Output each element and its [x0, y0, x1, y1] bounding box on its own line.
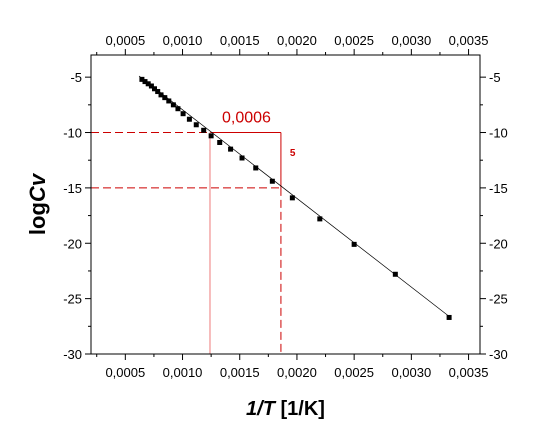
axes-layer: 0,0005 0,0005 0,0010 0,0010 0,0015 0,0015 0,00…: [63, 33, 508, 380]
data-point: [269, 178, 275, 184]
y-tick-label: -20: [63, 236, 82, 251]
data-point: [253, 165, 259, 171]
y-tick-label: -30: [63, 347, 82, 362]
y-right-tick-label: -20: [489, 236, 508, 251]
y-axis-title-prefix: log: [25, 202, 50, 235]
data-point: [155, 89, 161, 95]
x-top-tick-label: 0,0035: [449, 33, 489, 48]
y-right-tick-label: -5: [489, 70, 501, 85]
x-tick-label: 0,0035: [449, 365, 489, 380]
y-axis-title-symbol: Cv: [25, 172, 50, 202]
x-top-tick-label: 0,0030: [391, 33, 431, 48]
data-point: [162, 95, 168, 101]
data-point: [201, 127, 207, 133]
data-point: [228, 146, 234, 152]
x-tick-label: 0,0010: [163, 365, 203, 380]
data-point: [166, 98, 172, 104]
data-point: [148, 83, 154, 89]
data-point: [175, 106, 181, 112]
x-top-tick-label: 0,0020: [277, 33, 317, 48]
plot-frame: [90, 54, 481, 355]
y-axis-title: logCv: [25, 172, 50, 235]
data-point: [180, 111, 186, 117]
x-top-tick-label: 0,0015: [220, 33, 260, 48]
data-point: [139, 76, 145, 82]
x-tick-label: 0,0005: [105, 365, 145, 380]
y-right-tick-label: -15: [489, 181, 508, 196]
x-tick-label: 0,0020: [277, 365, 317, 380]
data-point: [217, 139, 223, 145]
y-right-tick-label: -30: [489, 347, 508, 362]
y-tick-label: -15: [63, 181, 82, 196]
x-tick-label: 0,0025: [334, 365, 374, 380]
x-top-tick-label: 0,0005: [105, 33, 145, 48]
data-point: [446, 314, 452, 320]
data-points-layer: [139, 76, 452, 320]
annotation-dx-label: 0,0006: [222, 110, 271, 127]
data-point: [170, 102, 176, 108]
annotation-layer: [91, 132, 282, 354]
x-top-tick-label: 0,0025: [334, 33, 374, 48]
data-point: [208, 133, 214, 139]
y-right-tick-label: -10: [489, 126, 508, 141]
y-right-tick-label: -25: [489, 292, 508, 307]
x-tick-label: 0,0015: [220, 365, 260, 380]
x-top-tick-label: 0,0010: [163, 33, 203, 48]
data-point: [317, 216, 323, 222]
y-tick-label: -25: [63, 292, 82, 307]
data-point: [289, 195, 295, 201]
x-tick-label: 0,0030: [391, 365, 431, 380]
x-axis-title: 1/T [1/K]: [246, 398, 325, 420]
data-point: [158, 92, 164, 98]
data-point: [145, 81, 151, 87]
x-axis-title-unit: [1/K]: [275, 398, 325, 420]
data-point: [151, 86, 157, 92]
data-point: [392, 271, 398, 277]
data-point: [186, 116, 192, 122]
x-axis-title-symbol: 1/T: [246, 398, 277, 420]
data-point: [142, 79, 148, 85]
data-point: [193, 122, 199, 128]
data-point: [239, 155, 245, 161]
annotation-dy-label: 5: [290, 148, 296, 159]
y-tick-label: -5: [70, 70, 82, 85]
data-point: [351, 241, 357, 247]
y-tick-label: -10: [63, 126, 82, 141]
